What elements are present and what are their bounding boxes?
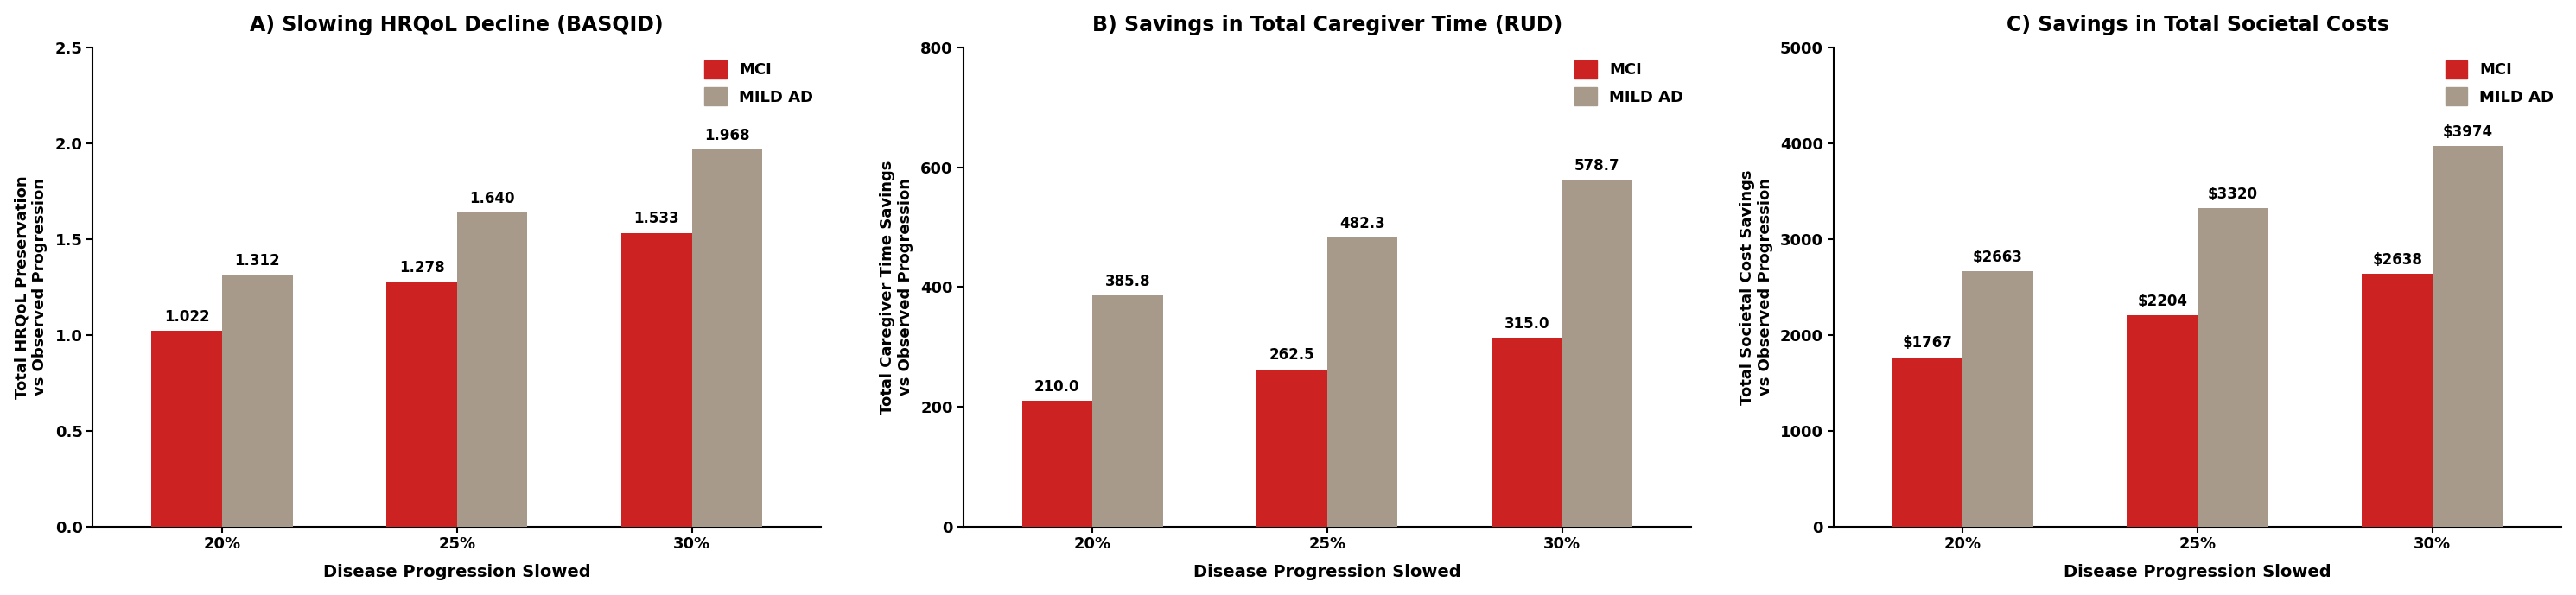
X-axis label: Disease Progression Slowed: Disease Progression Slowed — [322, 564, 590, 581]
Text: 1.312: 1.312 — [234, 253, 281, 269]
Bar — [693, 149, 762, 527]
Bar — [2128, 315, 2197, 527]
Title: A) Slowing HRQoL Decline (BASQID): A) Slowing HRQoL Decline (BASQID) — [250, 14, 665, 35]
Legend: MCI, MILD AD: MCI, MILD AD — [2445, 60, 2553, 105]
Text: 1.640: 1.640 — [469, 190, 515, 206]
Bar — [1327, 238, 1399, 527]
Y-axis label: Total HRQoL Preservation
vs Observed Progression: Total HRQoL Preservation vs Observed Pro… — [15, 176, 49, 399]
Text: 210.0: 210.0 — [1036, 379, 1079, 394]
Legend: MCI, MILD AD: MCI, MILD AD — [1574, 60, 1685, 105]
Title: C) Savings in Total Societal Costs: C) Savings in Total Societal Costs — [2007, 14, 2388, 35]
Bar — [1092, 296, 1162, 527]
Text: 1.022: 1.022 — [165, 309, 209, 324]
Bar — [2362, 274, 2432, 527]
Bar — [1561, 180, 1633, 527]
Bar — [2432, 146, 2504, 527]
Title: B) Savings in Total Caregiver Time (RUD): B) Savings in Total Caregiver Time (RUD) — [1092, 14, 1564, 35]
Legend: MCI, MILD AD: MCI, MILD AD — [706, 60, 814, 105]
X-axis label: Disease Progression Slowed: Disease Progression Slowed — [2063, 564, 2331, 581]
Text: 482.3: 482.3 — [1340, 216, 1386, 231]
Bar — [222, 275, 294, 527]
Text: 1.278: 1.278 — [399, 260, 446, 275]
Text: 262.5: 262.5 — [1270, 347, 1314, 363]
Text: $2638: $2638 — [2372, 252, 2421, 268]
Bar — [1257, 369, 1327, 527]
Text: $3974: $3974 — [2442, 124, 2494, 140]
Bar — [1963, 271, 2032, 527]
Bar — [1492, 338, 1561, 527]
Text: $2663: $2663 — [1973, 250, 2022, 265]
Text: 385.8: 385.8 — [1105, 274, 1151, 289]
Y-axis label: Total Societal Cost Savings
vs Observed Progression: Total Societal Cost Savings vs Observed … — [1739, 170, 1772, 405]
Bar — [621, 233, 693, 527]
Text: 578.7: 578.7 — [1574, 158, 1620, 174]
Bar — [1023, 401, 1092, 527]
Text: $2204: $2204 — [2138, 293, 2187, 309]
Text: $1767: $1767 — [1904, 336, 1953, 351]
Bar — [152, 331, 222, 527]
Text: 1.533: 1.533 — [634, 211, 680, 227]
Bar — [456, 212, 528, 527]
Bar — [2197, 208, 2267, 527]
Text: 315.0: 315.0 — [1504, 316, 1551, 331]
Text: $3320: $3320 — [2208, 187, 2257, 202]
X-axis label: Disease Progression Slowed: Disease Progression Slowed — [1193, 564, 1461, 581]
Bar — [1893, 357, 1963, 527]
Y-axis label: Total Caregiver Time Savings
vs Observed Progression: Total Caregiver Time Savings vs Observed… — [881, 160, 914, 414]
Bar — [386, 281, 456, 527]
Text: 1.968: 1.968 — [703, 128, 750, 143]
